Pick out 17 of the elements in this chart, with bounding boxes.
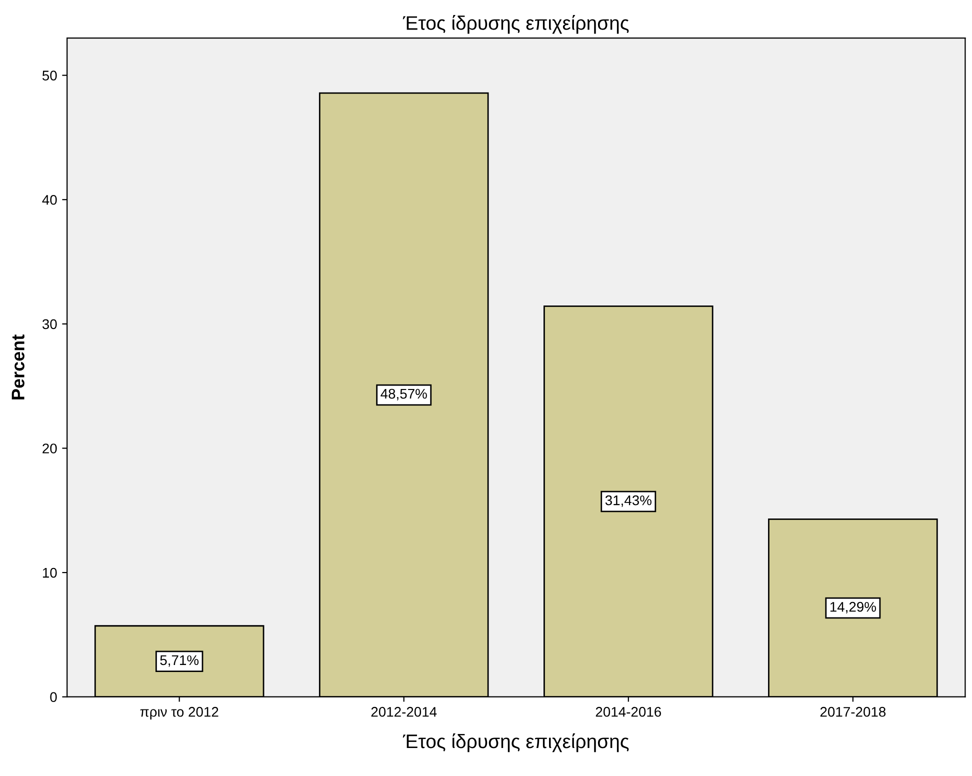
data-label: 48,57% [380,388,427,400]
data-label: 14,29% [830,602,876,614]
y-axis-title: Percent [12,334,24,400]
data-label: 31,43% [605,495,652,507]
x-tick-label: πριν το 2012 [140,706,218,720]
y-tick-label: 20 [42,444,57,454]
y-tick-label: 40 [42,194,57,205]
x-tick-label: 2017-2018 [820,706,886,717]
y-tick-label: 10 [42,568,57,578]
x-tick-label: 2012-2014 [371,706,437,717]
data-label: 5,71% [160,655,199,667]
x-axis-title: Έτος ίδρυσης επιχείρησης [402,733,629,752]
chart-title: Έτος ίδρυσης επιχείρησης [402,15,629,34]
y-tick-label: 30 [42,319,57,330]
y-tick-label: 50 [42,70,57,80]
x-tick-label: 2014-2016 [596,706,661,717]
y-tick-label: 0 [50,692,57,702]
